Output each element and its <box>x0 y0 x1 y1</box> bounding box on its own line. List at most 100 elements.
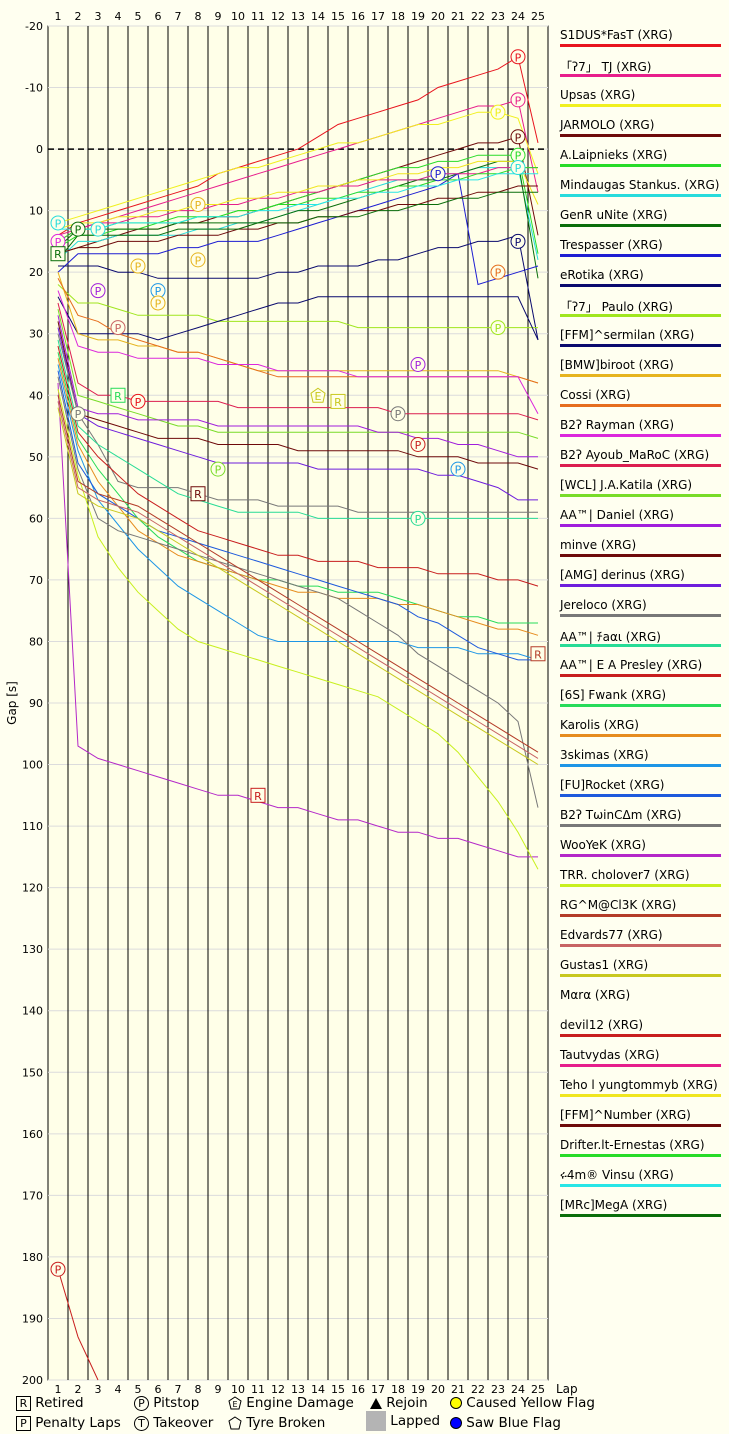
y-tick-label: 30 <box>29 328 43 341</box>
series-line-15 <box>57 308 539 439</box>
legend-item: AA™| ﾁaαι (XRG) <box>558 626 721 656</box>
pitstop-marker <box>510 233 526 249</box>
y-tick-label: 20 <box>29 266 43 279</box>
legend-swatch <box>560 884 721 887</box>
legend-item: AA™| E A Presley (XRG) <box>558 656 721 686</box>
series-line-2 <box>57 111 539 224</box>
x-tick-label-top: 20 <box>431 10 445 23</box>
x-tick-label-bottom: 21 <box>451 1383 465 1396</box>
y-tick-label: 50 <box>29 451 43 464</box>
key-tyre-broken: Tyre Broken <box>228 1415 325 1431</box>
y-tick-label: 60 <box>29 512 43 525</box>
svg-text:E: E <box>232 1400 237 1409</box>
legend-swatch <box>560 554 721 557</box>
key-engine-damage-label: Engine Damage <box>246 1395 354 1411</box>
series-line-0 <box>57 56 539 236</box>
x-tick-label-bottom: 10 <box>231 1383 245 1396</box>
x-tick-label-top: 6 <box>155 10 162 23</box>
series-line-29 <box>57 395 539 753</box>
series-line-23 <box>57 358 539 636</box>
marker-label: P <box>215 464 222 477</box>
x-tick-label-bottom: 18 <box>391 1383 405 1396</box>
x-axis-label: Lap <box>556 1382 578 1396</box>
legend-item: [FFM]^sermilan (XRG) <box>558 326 721 356</box>
y-tick-label: 90 <box>29 697 43 710</box>
legend-item: A.Laipnieks (XRG) <box>558 146 721 176</box>
y-tick-label: 120 <box>22 882 43 895</box>
lapped-icon <box>366 1411 386 1431</box>
marker-label: R <box>334 396 342 409</box>
marker-label: P <box>75 408 82 421</box>
pitstop-marker <box>510 49 526 65</box>
series-line-38 <box>58 173 538 230</box>
y-tick-label: 40 <box>29 389 43 402</box>
x-tick-label-bottom: 19 <box>411 1383 425 1396</box>
series-line-21 <box>57 345 539 587</box>
x-tick-label-bottom: 15 <box>331 1383 345 1396</box>
takeover-icon: T <box>134 1415 149 1431</box>
legend-label: 「ʔ7」 TJ (XRG) <box>560 60 652 74</box>
x-tick-label-bottom: 16 <box>351 1383 365 1396</box>
marker-label: R <box>194 488 202 501</box>
legend-swatch <box>560 254 721 257</box>
key-saw-blue: Saw Blue Flag <box>450 1415 561 1431</box>
y-tick-label: 10 <box>29 205 43 218</box>
legend-item: B2ʔ TωinCΔm (XRG) <box>558 806 721 836</box>
marker-label: P <box>435 168 442 181</box>
pitstop-marker <box>490 264 506 280</box>
tyre-broken-icon <box>228 1416 242 1430</box>
legend-swatch <box>560 164 721 167</box>
marker-label: R <box>114 390 122 403</box>
x-tick-label-top: 3 <box>95 10 102 23</box>
y-tick-label: 180 <box>22 1251 43 1264</box>
pitstop-marker <box>450 461 466 477</box>
legend-item: JARMOLO (XRG) <box>558 116 721 146</box>
key-lapped: Lapped <box>366 1411 440 1431</box>
legend-item: [6S] Fwank (XRG) <box>558 686 721 716</box>
legend-label: TRR. cholover7 (XRG) <box>560 868 690 882</box>
marker-label: P <box>515 131 522 144</box>
series-line-10 <box>57 296 539 341</box>
pitstop-marker <box>90 283 106 299</box>
legend-swatch <box>560 1184 721 1187</box>
legend-item: [FU]Rocket (XRG) <box>558 776 721 806</box>
legend-label: Teho l yungtommyb (XRG) <box>560 1078 718 1092</box>
marker-label: P <box>415 439 422 452</box>
legend-item: B2ʔ Rayman (XRG) <box>558 416 721 446</box>
legend-item: WooYeK (XRG) <box>558 836 721 866</box>
x-tick-label-bottom: 12 <box>271 1383 285 1396</box>
marker-label: P <box>415 513 422 526</box>
key-engine-damage: E Engine Damage <box>228 1395 354 1411</box>
series-line-16 <box>57 315 538 458</box>
legend-swatch <box>560 104 721 107</box>
pitstop-marker <box>390 406 406 422</box>
pitstop-marker <box>410 510 426 526</box>
x-tick-label-bottom: 24 <box>511 1383 525 1396</box>
legend-swatch <box>560 1154 721 1157</box>
blue-flag-icon <box>450 1417 462 1429</box>
legend-swatch <box>560 404 721 407</box>
key-penalty-laps-label: Penalty Laps <box>35 1415 121 1431</box>
x-tick-label-top: 12 <box>271 10 285 23</box>
legend-item: [WCL] J.A.Katila (XRG) <box>558 476 721 506</box>
pitstop-marker <box>130 258 146 274</box>
pitstop-marker <box>50 215 66 231</box>
y-tick-label: 110 <box>22 820 43 833</box>
rejoin-icon <box>370 1397 382 1409</box>
pitstop-marker <box>150 295 166 311</box>
legend-swatch <box>560 974 721 977</box>
marker-label: P <box>155 297 162 310</box>
legend-label: AA™| Daniel (XRG) <box>560 508 674 522</box>
legend-swatch <box>560 494 721 497</box>
series-line-26 <box>57 376 539 808</box>
legend-item: Mindaugas Stankus. (XRG) <box>558 176 721 206</box>
y-axis-label: Gap [s] <box>5 681 19 725</box>
marker-label: P <box>135 261 142 274</box>
legend-swatch <box>560 824 721 827</box>
pitstop-marker <box>50 1261 66 1277</box>
x-tick-label-top: 4 <box>115 10 122 23</box>
legend-item: 「ʔ7」 Paulo (XRG) <box>558 296 721 326</box>
legend-item: devil12 (XRG) <box>558 1016 721 1046</box>
marker-label: P <box>495 267 502 280</box>
legend-label: ሩ4m® Vinsu (XRG) <box>560 1168 674 1182</box>
